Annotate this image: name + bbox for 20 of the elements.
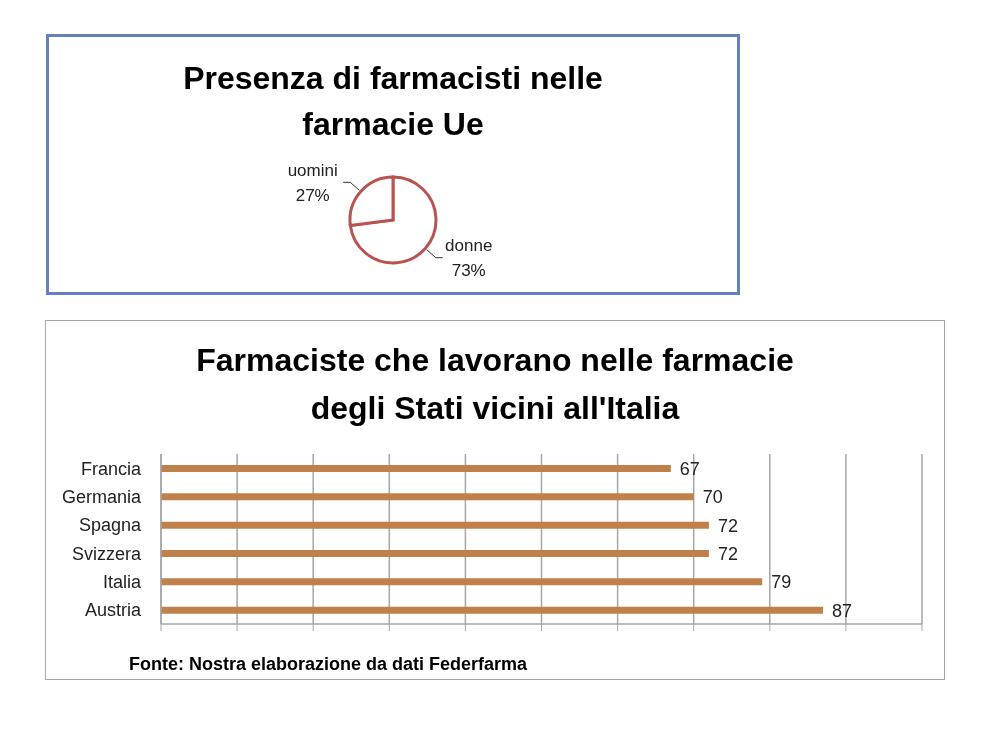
y-tick-label: Svizzera <box>71 543 142 564</box>
slice-label: donne <box>445 236 493 256</box>
chart-title: Farmaciste che lavorano nelle farmacie degli Stati vicini all'Italia <box>195 341 795 428</box>
y-tick-label: Germania <box>61 486 142 507</box>
data-label: 72 <box>717 515 738 536</box>
y-tick-label: Francia <box>80 458 142 479</box>
data-label: 70 <box>702 487 723 508</box>
pie-slice <box>348 175 438 265</box>
data-label: 87 <box>832 600 853 621</box>
slice-label: uomini <box>287 160 338 180</box>
chart-title: Presenza di farmacisti nelle farmacie Ue <box>182 59 604 144</box>
y-tick-label: Austria <box>84 600 142 621</box>
data-label: 67 <box>679 458 700 479</box>
y-tick-label: Spagna <box>78 515 142 536</box>
data-label: 27% <box>295 185 330 205</box>
source-note: Fonte: Nostra elaborazione da dati Federfarma <box>129 654 528 675</box>
y-tick-label: Italia <box>102 571 142 592</box>
data-label: 72 <box>717 543 738 564</box>
data-label: 73% <box>451 260 486 280</box>
data-label: 79 <box>771 572 792 593</box>
